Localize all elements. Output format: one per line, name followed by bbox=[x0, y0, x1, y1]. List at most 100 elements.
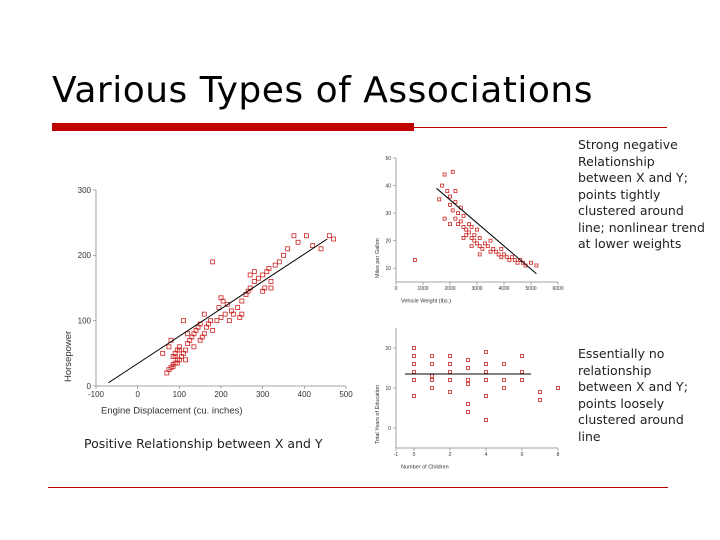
hp-y-tick-label: 100 bbox=[78, 316, 92, 325]
hp-y-tick-label: 200 bbox=[78, 251, 92, 260]
scatter-plot-education-svg: -1 0 2 4 6 8 0 10 20 Number of Children Total Year… bbox=[375, 328, 560, 471]
hp-x-tick-label: 100 bbox=[173, 390, 187, 399]
mpg-y-tick-label: 30 bbox=[385, 211, 391, 217]
edu-data-point bbox=[484, 418, 488, 422]
hp-data-point bbox=[170, 362, 176, 367]
hp-data-point bbox=[210, 328, 216, 333]
mpg-data-point bbox=[499, 255, 504, 260]
mpg-data-point bbox=[461, 236, 466, 240]
hp-data-point bbox=[268, 285, 274, 291]
edu-x-tick-label: 0 bbox=[413, 452, 416, 458]
mpg-data-point bbox=[442, 216, 447, 221]
mpg-data-point bbox=[456, 211, 460, 216]
edu-data-point bbox=[502, 386, 506, 390]
edu-data-point bbox=[448, 378, 452, 382]
hp-fit-line bbox=[108, 238, 328, 384]
edu-data-point bbox=[412, 394, 416, 398]
mpg-data-point bbox=[469, 224, 474, 229]
hp-data-point bbox=[331, 236, 336, 242]
edu-y-tick-label: 10 bbox=[385, 386, 391, 392]
hp-data-point bbox=[285, 246, 291, 252]
edu-x-tick-label: -1 bbox=[394, 452, 399, 458]
hp-data-point bbox=[172, 354, 178, 360]
mpg-data-point bbox=[485, 244, 490, 249]
hp-x-axis-label: Engine Displacement (cu. inches) bbox=[101, 406, 243, 417]
edu-data-point bbox=[412, 346, 416, 350]
edu-data-point bbox=[502, 378, 506, 382]
scatter-plot-mpg: 0 1000 2000 3000 4000 5000 6000 10 20 30 40 50 Vehic… bbox=[366, 150, 566, 312]
hp-data-point bbox=[176, 344, 182, 350]
edu-x-tick-label: 2 bbox=[449, 452, 452, 458]
mpg-data-point bbox=[529, 260, 533, 265]
hp-data-point bbox=[181, 318, 186, 324]
mpg-data-point bbox=[502, 252, 506, 257]
mpg-data-point bbox=[477, 236, 482, 240]
slide-title: Various Types of Associations bbox=[52, 70, 593, 111]
hp-data-point bbox=[310, 243, 316, 248]
hp-x-tick-label: -100 bbox=[88, 390, 105, 399]
edu-data-point bbox=[430, 386, 434, 390]
mpg-y-axis-label: Miles per Gallon bbox=[375, 238, 381, 278]
edu-y-tick-label: 0 bbox=[388, 426, 391, 432]
edu-data-point bbox=[412, 378, 416, 382]
mpg-x-tick-label: 4000 bbox=[498, 286, 509, 292]
hp-data-point bbox=[214, 318, 220, 324]
mpg-data-point bbox=[520, 260, 525, 265]
mpg-data-point bbox=[467, 230, 471, 235]
edu-x-axis-label: Number of Children bbox=[401, 465, 449, 471]
hp-data-point bbox=[256, 275, 261, 281]
hp-data-point bbox=[276, 259, 282, 265]
edu-data-point bbox=[520, 354, 524, 358]
mpg-data-point bbox=[413, 258, 417, 262]
hp-data-point bbox=[201, 331, 207, 337]
mpg-data-point bbox=[469, 244, 474, 249]
scatter-plot-horsepower: -100 0 100 200 300 400 500 0 100 200 300 Engine Dis… bbox=[58, 178, 358, 433]
mpg-data-point bbox=[461, 224, 466, 229]
edu-data-point bbox=[502, 362, 506, 366]
hp-y-axis-label: Horsepower bbox=[63, 331, 74, 382]
mpg-data-point bbox=[450, 169, 455, 174]
edu-data-point bbox=[538, 398, 542, 402]
hp-data-point bbox=[222, 311, 228, 317]
mpg-data-point bbox=[475, 241, 479, 246]
mpg-data-point bbox=[510, 255, 515, 260]
edu-data-point bbox=[484, 370, 488, 374]
mpg-y-tick-label: 10 bbox=[385, 266, 391, 272]
edu-data-point bbox=[484, 394, 488, 398]
mpg-x-tick-label: 2000 bbox=[444, 286, 455, 292]
mpg-y-tick-label: 40 bbox=[385, 183, 391, 189]
edu-data-point bbox=[466, 358, 470, 362]
footer-rule bbox=[48, 487, 668, 488]
hp-data-point bbox=[183, 357, 188, 363]
hp-x-tick-label: 300 bbox=[256, 390, 270, 399]
hp-data-point bbox=[226, 318, 232, 324]
mpg-data-point bbox=[467, 222, 471, 227]
mpg-data-point bbox=[475, 227, 479, 232]
hp-data-point bbox=[281, 252, 286, 258]
mpg-x-axis-label: Vehicle Weight (lbs.) bbox=[401, 299, 451, 305]
hp-data-point bbox=[201, 311, 207, 317]
mpg-data-point bbox=[518, 258, 523, 262]
edu-data-point bbox=[466, 382, 470, 386]
mpg-data-point bbox=[472, 238, 477, 243]
mpg-data-point bbox=[440, 183, 444, 188]
hp-data-point bbox=[304, 233, 309, 239]
hp-data-point bbox=[260, 288, 266, 294]
mpg-data-point bbox=[458, 219, 463, 224]
mpg-data-point bbox=[493, 249, 498, 254]
hp-data-point bbox=[235, 305, 241, 310]
hp-data-point bbox=[218, 314, 224, 320]
hp-data-point bbox=[295, 239, 301, 245]
mpg-data-point bbox=[450, 208, 455, 213]
mpg-data-point bbox=[504, 255, 509, 260]
mpg-data-point bbox=[464, 233, 469, 238]
hp-x-tick-label: 0 bbox=[135, 390, 140, 399]
mpg-data-point bbox=[456, 222, 460, 227]
edu-data-point bbox=[556, 386, 560, 390]
edu-data-point bbox=[520, 378, 524, 382]
mpg-y-tick-label: 50 bbox=[385, 156, 391, 162]
hp-x-tick-label: 200 bbox=[214, 390, 228, 399]
mpg-data-point bbox=[453, 216, 458, 221]
mpg-data-point bbox=[507, 258, 512, 262]
hp-data-point bbox=[318, 246, 324, 252]
